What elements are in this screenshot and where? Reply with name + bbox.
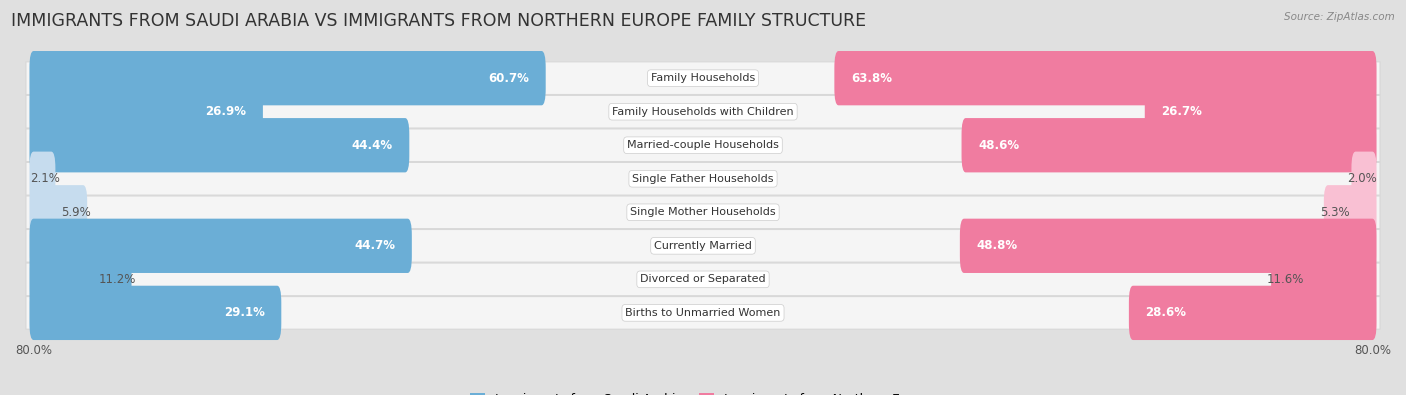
FancyBboxPatch shape <box>27 163 1379 194</box>
FancyBboxPatch shape <box>30 152 55 206</box>
Text: 2.0%: 2.0% <box>1347 172 1376 185</box>
FancyBboxPatch shape <box>30 286 281 340</box>
FancyBboxPatch shape <box>27 297 1379 329</box>
FancyBboxPatch shape <box>27 130 1379 161</box>
FancyBboxPatch shape <box>30 85 263 139</box>
FancyBboxPatch shape <box>1271 252 1376 307</box>
FancyBboxPatch shape <box>834 51 1376 105</box>
Text: Currently Married: Currently Married <box>654 241 752 251</box>
FancyBboxPatch shape <box>25 196 1381 229</box>
Text: IMMIGRANTS FROM SAUDI ARABIA VS IMMIGRANTS FROM NORTHERN EUROPE FAMILY STRUCTURE: IMMIGRANTS FROM SAUDI ARABIA VS IMMIGRAN… <box>11 12 866 30</box>
Text: Births to Unmarried Women: Births to Unmarried Women <box>626 308 780 318</box>
FancyBboxPatch shape <box>25 61 1381 95</box>
FancyBboxPatch shape <box>30 219 412 273</box>
FancyBboxPatch shape <box>30 118 409 172</box>
FancyBboxPatch shape <box>27 263 1379 295</box>
FancyBboxPatch shape <box>30 252 132 307</box>
FancyBboxPatch shape <box>960 219 1376 273</box>
FancyBboxPatch shape <box>27 230 1379 261</box>
Text: Divorced or Separated: Divorced or Separated <box>640 275 766 284</box>
Text: 63.8%: 63.8% <box>851 71 891 85</box>
FancyBboxPatch shape <box>1144 85 1376 139</box>
FancyBboxPatch shape <box>1324 185 1376 239</box>
FancyBboxPatch shape <box>25 296 1381 330</box>
Text: 26.9%: 26.9% <box>205 105 246 118</box>
Text: 11.6%: 11.6% <box>1267 273 1305 286</box>
Text: 29.1%: 29.1% <box>224 307 264 320</box>
Text: 5.9%: 5.9% <box>62 206 91 219</box>
FancyBboxPatch shape <box>25 95 1381 128</box>
Text: 5.3%: 5.3% <box>1320 206 1350 219</box>
FancyBboxPatch shape <box>30 185 87 239</box>
Text: 26.7%: 26.7% <box>1161 105 1202 118</box>
FancyBboxPatch shape <box>25 128 1381 162</box>
Text: 28.6%: 28.6% <box>1146 307 1187 320</box>
FancyBboxPatch shape <box>27 197 1379 228</box>
Text: Single Father Households: Single Father Households <box>633 174 773 184</box>
Text: 48.6%: 48.6% <box>979 139 1019 152</box>
FancyBboxPatch shape <box>1351 152 1376 206</box>
Text: Single Mother Households: Single Mother Households <box>630 207 776 217</box>
FancyBboxPatch shape <box>30 51 546 105</box>
Text: Source: ZipAtlas.com: Source: ZipAtlas.com <box>1284 12 1395 22</box>
Text: 48.8%: 48.8% <box>977 239 1018 252</box>
Text: Family Households: Family Households <box>651 73 755 83</box>
FancyBboxPatch shape <box>25 263 1381 296</box>
FancyBboxPatch shape <box>25 229 1381 263</box>
Text: 2.1%: 2.1% <box>30 172 59 185</box>
Text: Married-couple Households: Married-couple Households <box>627 140 779 150</box>
FancyBboxPatch shape <box>1129 286 1376 340</box>
FancyBboxPatch shape <box>27 62 1379 94</box>
FancyBboxPatch shape <box>25 162 1381 196</box>
Text: 11.2%: 11.2% <box>98 273 136 286</box>
Text: 60.7%: 60.7% <box>488 71 529 85</box>
Legend: Immigrants from Saudi Arabia, Immigrants from Northern Europe: Immigrants from Saudi Arabia, Immigrants… <box>471 393 935 395</box>
FancyBboxPatch shape <box>962 118 1376 172</box>
Text: Family Households with Children: Family Households with Children <box>612 107 794 117</box>
Text: 44.4%: 44.4% <box>352 139 392 152</box>
Text: 44.7%: 44.7% <box>354 239 395 252</box>
FancyBboxPatch shape <box>27 96 1379 128</box>
